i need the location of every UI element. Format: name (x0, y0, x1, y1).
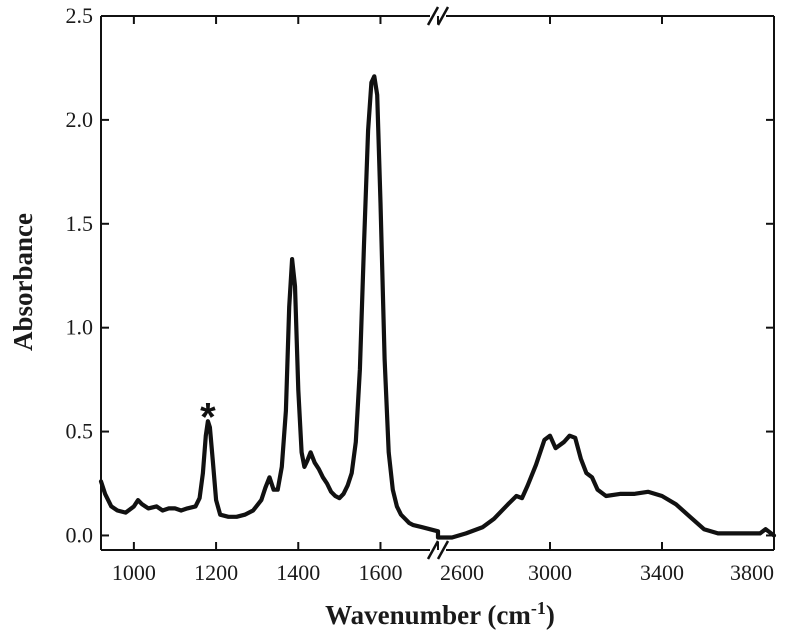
y-tick-label: 0.5 (66, 419, 94, 444)
x-tick-label: 2600 (440, 560, 484, 585)
x-tick-label: 1600 (358, 560, 402, 585)
x-axis-label: Wavenumber (cm-1) (325, 598, 555, 630)
annotation-marker-1: * (200, 396, 216, 440)
y-tick-label: 1.5 (66, 211, 94, 236)
y-axis-label: Absorbance (8, 213, 38, 351)
plot-area: * (98, 74, 777, 540)
x-axis-label-tail: ) (546, 600, 555, 630)
x-tick-label: 1400 (276, 560, 320, 585)
y-tick-label: 1.0 (66, 315, 94, 340)
x-tick-label: 1000 (112, 560, 156, 585)
axis-break-mark-top-2 (436, 6, 450, 26)
x-tick-label: 1200 (194, 560, 238, 585)
y-tick-label: 2.5 (66, 3, 94, 28)
axis-break-mark-bottom-2 (436, 540, 450, 560)
axis-break-mark-top-1 (426, 6, 440, 26)
x-axis-label-superscript: -1 (531, 598, 546, 618)
x-tick-label: 3400 (640, 560, 684, 585)
y-tick-label: 0.0 (66, 522, 94, 547)
axis-break-mark-bottom-1 (426, 540, 440, 560)
y-tick-label: 2.0 (66, 107, 94, 132)
series-line-1 (98, 74, 777, 540)
x-axis-label-main: Wavenumber (cm (325, 600, 531, 630)
x-tick-label: 3800 (730, 560, 774, 585)
axes: 0.0 0.5 1.0 1.5 2.0 2.5 1000 1200 1400 1600 2600 30… (66, 3, 775, 585)
x-tick-label: 3000 (528, 560, 572, 585)
